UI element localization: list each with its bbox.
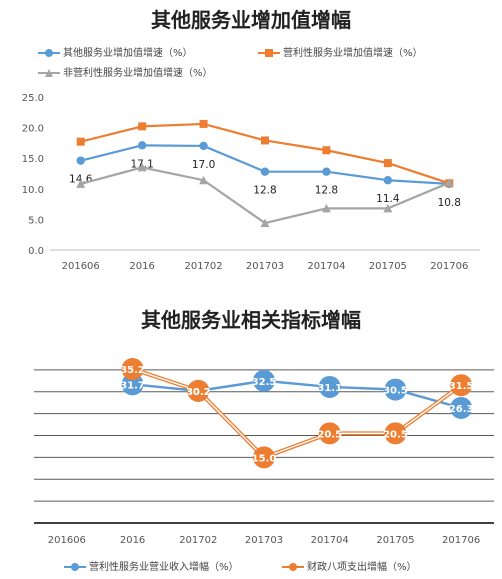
chart-related-indicators: 其他服务业相关指标增幅 201606 2016 201702 201703 201704… (0, 290, 502, 579)
x-tick-label: 201703 (245, 535, 283, 546)
data-point (383, 176, 393, 185)
plot-area: 201606 2016 201702 201703 201704 201705 201706… (34, 358, 494, 546)
data-point (76, 179, 86, 188)
y-tick-label: 10.0 (22, 185, 44, 196)
y-tick-label: 20.0 (22, 124, 44, 135)
x-tick-label: 2016 (129, 261, 154, 272)
data-point (76, 137, 85, 146)
y-tick-label: 15.0 (22, 154, 44, 165)
data-label: 31.5 (449, 381, 474, 392)
x-tick-label: 2016 (120, 535, 145, 546)
data-point (260, 167, 270, 176)
data-label: 30.5 (383, 386, 408, 397)
y-tick-label: 5.0 (28, 215, 44, 226)
x-tick-label: 201702 (184, 261, 222, 272)
data-label: 31.7 (120, 380, 145, 391)
x-tick-label: 201705 (369, 261, 407, 272)
data-point (76, 156, 85, 165)
data-point (199, 119, 208, 128)
data-point (137, 162, 147, 172)
data-label: 32.5 (252, 377, 277, 388)
x-tick-label: 201704 (307, 261, 345, 272)
data-point (322, 146, 331, 155)
data-point (121, 358, 144, 380)
legend-item: 财政八项支出增幅（%） (282, 558, 417, 573)
data-point (137, 141, 147, 150)
legend-item: 非营利性服务业增加值增速（%） (38, 64, 213, 79)
data-point (253, 369, 275, 392)
x-tick-label: 201606 (62, 261, 100, 272)
data-point (121, 373, 144, 396)
x-tick-label: 201706 (442, 535, 480, 546)
data-label: 30.2 (186, 387, 211, 398)
legend-label: 非营利性服务业增加值增速（%） (63, 68, 213, 79)
data-label: 35.2 (120, 365, 145, 376)
legend-label: 财政八项支出增幅（%） (307, 562, 417, 573)
data-point (383, 159, 392, 168)
data-label: 17.0 (192, 159, 215, 171)
data-point (260, 218, 270, 228)
data-label: 20.5 (383, 429, 408, 440)
data-label: 12.8 (253, 185, 276, 197)
legend-item: 其他服务业增加值增速（%） (38, 44, 193, 59)
legend-label: 营利性服务业营业收入增幅（%） (89, 562, 239, 573)
series-line (132, 379, 462, 410)
x-tick-label: 201703 (246, 261, 284, 272)
data-point (384, 378, 407, 401)
data-point (444, 178, 454, 187)
data-point (253, 446, 275, 469)
data-point (261, 136, 269, 145)
x-tick-label: 201606 (48, 535, 86, 546)
series-line-inner (132, 368, 462, 459)
data-point (450, 374, 473, 397)
data-label: 20.5 (317, 429, 342, 440)
legend-label: 其他服务业增加值增速（%） (63, 48, 193, 59)
y-tick-label: 0.0 (28, 246, 44, 257)
chart-title: 其他服务业相关指标增幅 (141, 308, 361, 332)
chart-title: 其他服务业增加值增幅 (151, 8, 351, 32)
x-tick-label: 201704 (311, 535, 349, 546)
x-tick-label: 201706 (430, 261, 468, 272)
data-point (318, 375, 341, 398)
data-point (187, 379, 210, 402)
data-point (450, 396, 473, 419)
data-label: 26.3 (449, 404, 474, 415)
plot-area: 0.0 5.0 10.0 15.0 20.0 25.0 201606 2016 201702 20… (22, 93, 480, 272)
x-tick-label: 201702 (179, 535, 217, 546)
data-point (383, 203, 393, 213)
legend-label: 营利性服务业增加值增速（%） (283, 48, 423, 59)
data-label: 31.1 (317, 383, 342, 394)
data-point (138, 122, 147, 131)
data-point (199, 141, 208, 151)
data-point (384, 422, 407, 445)
legend-item: 营利性服务业增加值增速（%） (258, 44, 423, 59)
data-label: 10.8 (438, 197, 461, 209)
data-label: 15.0 (252, 453, 277, 464)
data-point (199, 175, 209, 185)
x-tick-label: 201705 (376, 535, 414, 546)
data-label: 11.4 (376, 193, 400, 205)
data-point (321, 203, 331, 213)
data-label: 12.8 (315, 185, 338, 197)
chart-value-added-growth: 其他服务业增加值增幅 其他服务业增加值增速（%） 营利性服务业增加值增速（%） … (0, 0, 502, 285)
data-point (318, 422, 341, 445)
data-label: 30.2 (186, 387, 211, 398)
y-tick-label: 25.0 (22, 93, 44, 104)
legend-item: 营利性服务业营业收入增幅（%） (64, 558, 239, 573)
data-point (322, 167, 331, 176)
